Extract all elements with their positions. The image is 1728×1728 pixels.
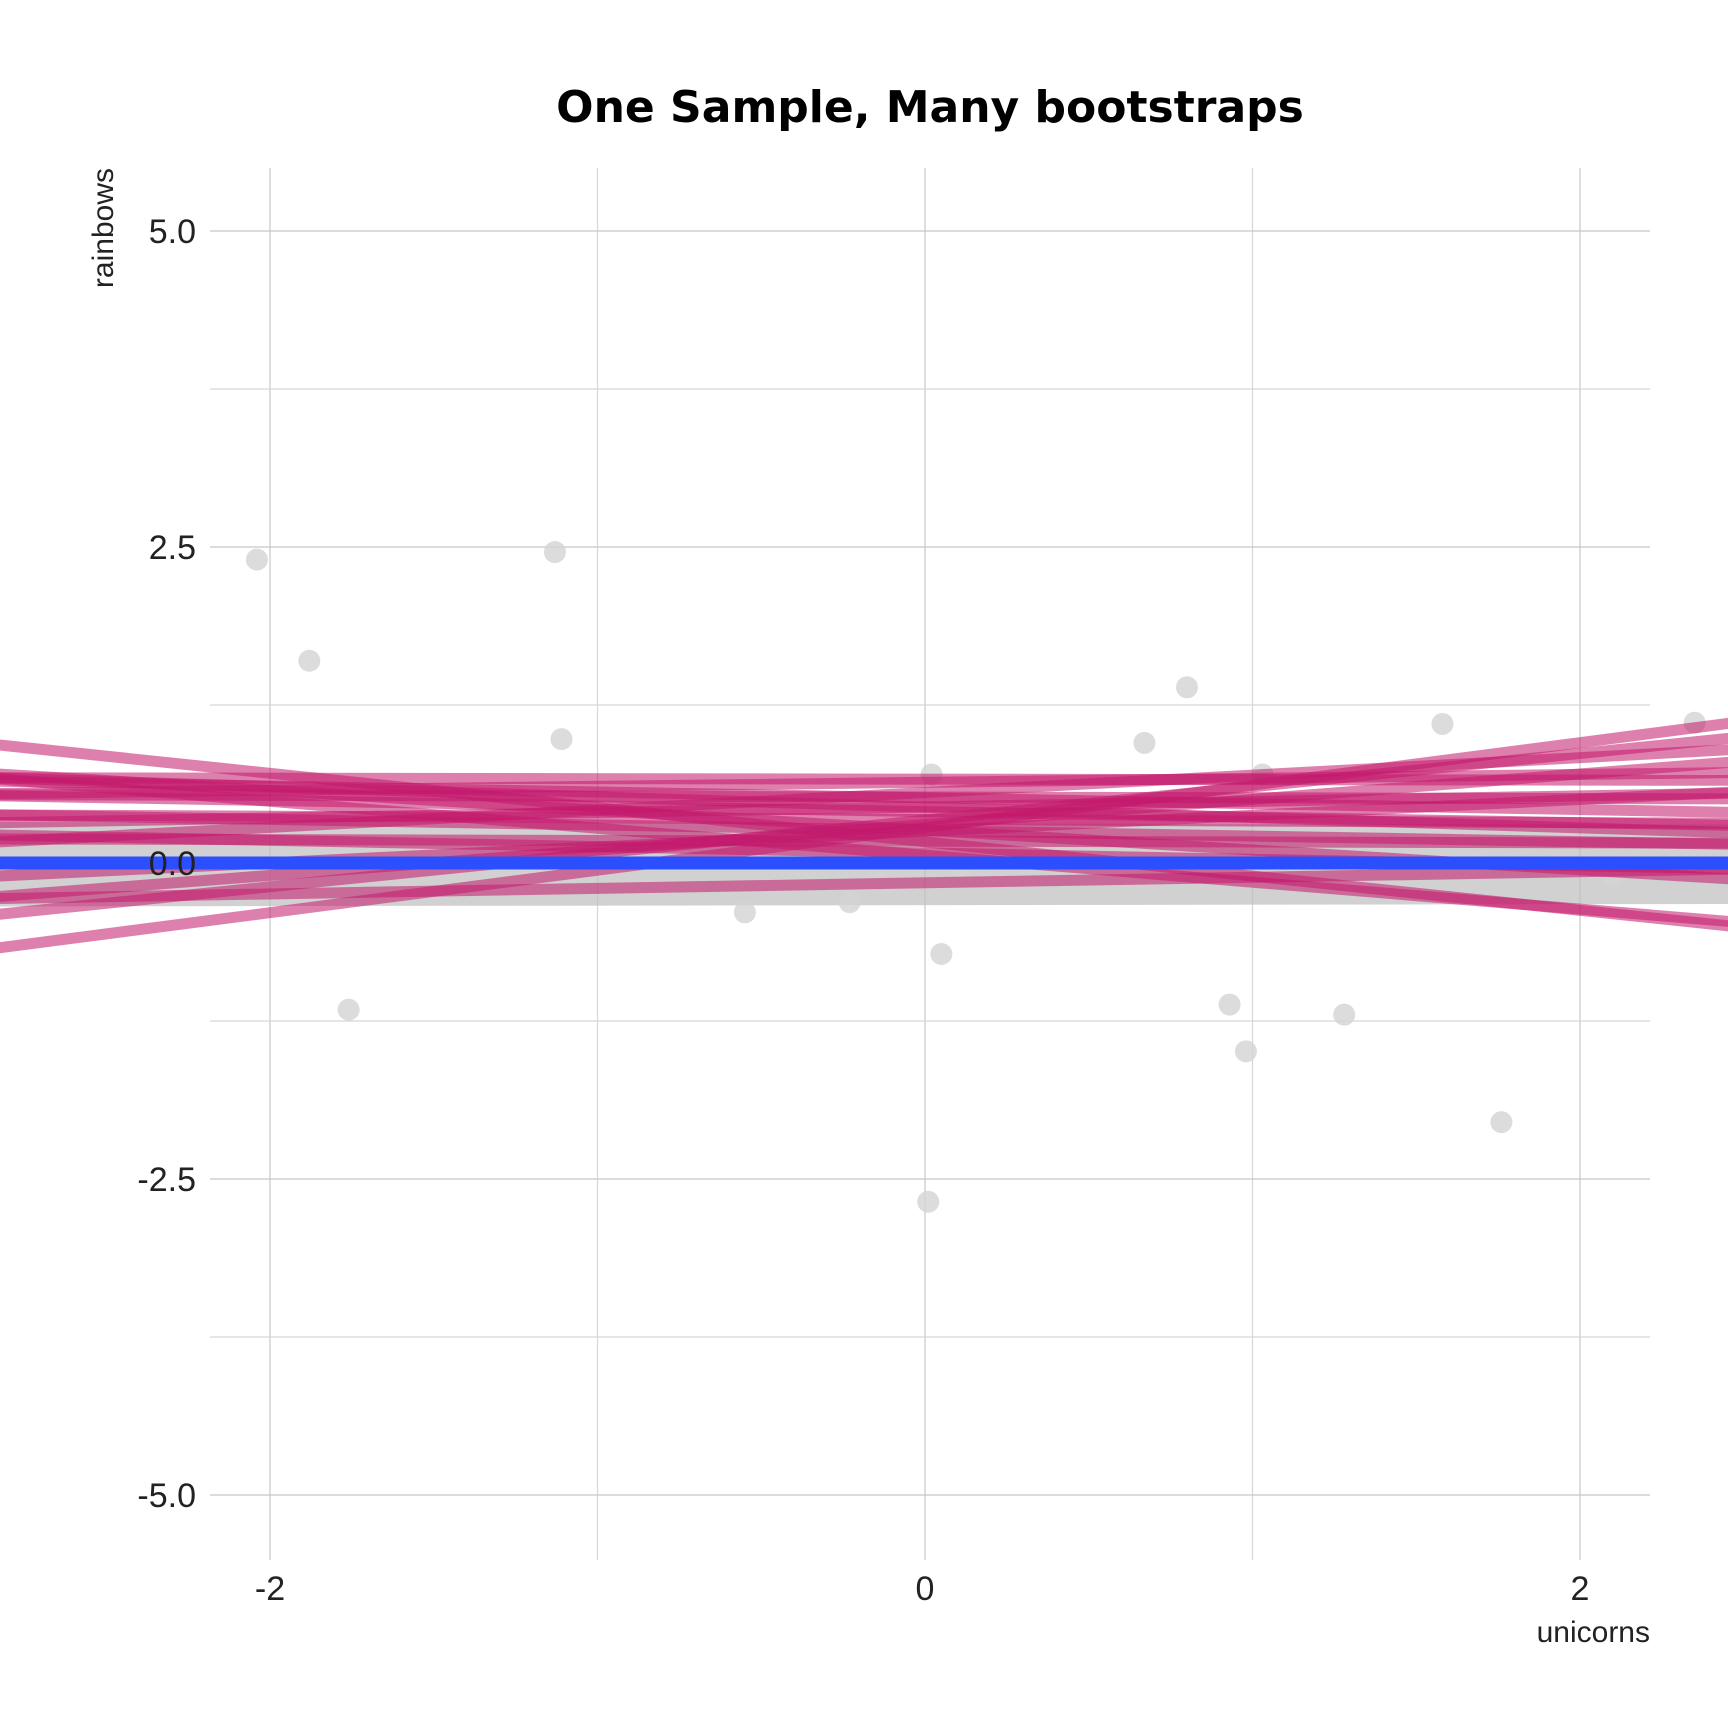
- y-tick-label: 2.5: [149, 529, 196, 567]
- data-point: [917, 1190, 940, 1213]
- bootstrap-line: [0, 809, 1728, 829]
- bootstrap-line: [0, 863, 1728, 904]
- data-point: [245, 548, 268, 571]
- y-tick-label: -2.5: [137, 1161, 196, 1199]
- x-tick-label: -2: [255, 1570, 285, 1608]
- data-point: [1218, 993, 1241, 1016]
- data-point: [733, 901, 756, 924]
- y-tick-label: 0.0: [149, 845, 196, 883]
- data-point: [1490, 1111, 1513, 1134]
- y-tick-label: 5.0: [149, 213, 196, 251]
- bootstrap-lines: [0, 717, 1728, 954]
- data-point: [1333, 1003, 1356, 1026]
- bootstrap-line: [0, 744, 1728, 848]
- chart-title: One Sample, Many bootstraps: [556, 82, 1304, 133]
- data-point: [298, 649, 321, 672]
- data-point: [1133, 731, 1156, 754]
- y-axis-label: rainbows: [87, 168, 120, 288]
- data-point: [1431, 712, 1454, 735]
- data-point: [1234, 1040, 1257, 1063]
- bootstrap-line: [0, 717, 1728, 954]
- tick-labels: -4-20245.02.50.0-2.5-5.0: [137, 213, 1590, 1608]
- data-point: [543, 541, 566, 564]
- x-tick-label: 2: [1571, 1570, 1590, 1608]
- data-point: [838, 891, 861, 914]
- bootstrap-line: [0, 767, 1728, 800]
- x-axis-label: unicorns: [1537, 1616, 1650, 1649]
- y-tick-label: -5.0: [137, 1477, 196, 1515]
- bootstrap-line: [0, 732, 1728, 920]
- data-point: [337, 998, 360, 1021]
- data-point: [550, 728, 573, 751]
- data-point: [1176, 676, 1198, 699]
- data-point: [930, 943, 953, 966]
- x-tick-label: 0: [916, 1570, 935, 1608]
